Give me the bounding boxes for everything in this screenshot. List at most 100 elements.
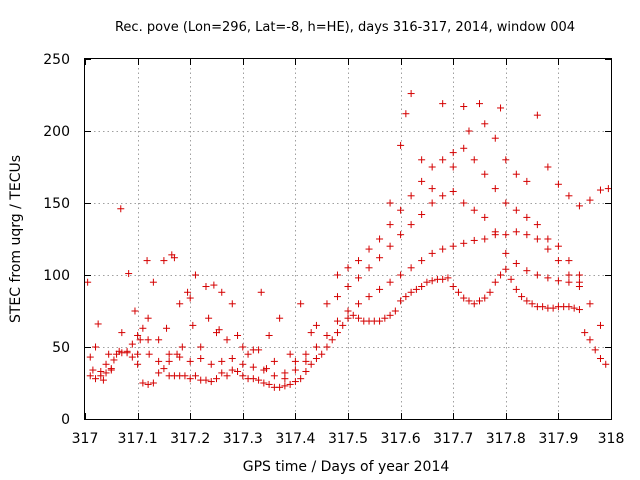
data-point — [591, 346, 599, 354]
x-tick-label: 318 — [598, 431, 625, 447]
data-point — [213, 375, 220, 383]
data-point — [99, 376, 107, 384]
data-point — [423, 278, 431, 286]
data-point — [176, 353, 184, 361]
data-point — [344, 283, 352, 291]
data-point — [228, 355, 236, 363]
data-point — [223, 372, 231, 380]
y-tick-label: 200 — [43, 124, 70, 140]
plot-frame — [84, 58, 612, 420]
data-point — [533, 235, 541, 243]
data-point — [565, 271, 573, 279]
data-point — [386, 221, 394, 229]
data-point — [125, 270, 133, 278]
data-point — [210, 281, 218, 289]
data-point — [92, 375, 100, 383]
data-point — [533, 111, 541, 119]
data-point — [512, 259, 520, 267]
data-point — [128, 353, 136, 361]
data-point — [312, 321, 320, 329]
data-point — [575, 306, 583, 314]
data-point — [257, 288, 265, 296]
data-point — [297, 300, 305, 308]
data-point — [102, 369, 110, 377]
x-tick-label: 317.8 — [486, 431, 526, 447]
data-point — [365, 293, 373, 301]
data-point — [249, 363, 257, 371]
data-point — [565, 257, 573, 265]
data-point — [428, 199, 436, 207]
data-point — [207, 378, 215, 386]
data-point — [470, 300, 478, 308]
data-point — [197, 343, 205, 351]
data-point — [523, 213, 531, 221]
data-point — [449, 163, 457, 171]
data-point — [439, 275, 447, 283]
data-point — [323, 331, 331, 339]
data-point — [460, 199, 468, 207]
data-point — [117, 205, 125, 213]
data-point — [144, 314, 152, 322]
data-point — [491, 134, 499, 142]
data-point — [155, 369, 163, 377]
x-tick-label: 317.1 — [118, 431, 158, 447]
data-point — [476, 100, 483, 108]
data-point — [407, 90, 415, 98]
data-point — [512, 170, 520, 178]
data-point — [165, 357, 173, 365]
data-point — [549, 304, 557, 312]
data-point — [312, 343, 320, 351]
data-point — [134, 331, 142, 339]
data-point — [502, 249, 510, 257]
data-point — [512, 206, 520, 214]
data-point — [249, 375, 257, 383]
x-tick-label: 317.7 — [433, 431, 473, 447]
data-point — [439, 156, 447, 164]
data-point — [439, 245, 447, 253]
data-point — [418, 257, 426, 265]
y-tick-label: 50 — [52, 340, 70, 356]
data-point — [255, 346, 263, 354]
data-point — [255, 376, 263, 384]
data-point — [276, 383, 284, 391]
data-point — [428, 163, 436, 171]
data-point — [265, 380, 273, 388]
grid-lines — [85, 59, 611, 419]
data-point — [97, 372, 105, 380]
data-point — [302, 357, 310, 365]
data-point — [512, 285, 520, 293]
data-point — [186, 375, 194, 383]
data-point — [481, 170, 489, 178]
data-point — [481, 235, 489, 243]
data-point — [186, 357, 194, 365]
data-point — [218, 369, 226, 377]
data-point — [365, 264, 373, 272]
data-point — [518, 293, 526, 301]
data-point — [176, 300, 184, 308]
data-point — [297, 375, 305, 383]
data-point — [355, 300, 363, 308]
data-point — [143, 257, 151, 265]
data-point — [244, 350, 252, 358]
data-point — [439, 192, 447, 200]
data-point — [145, 350, 153, 358]
data-point — [218, 357, 226, 365]
data-point — [397, 141, 405, 149]
data-point — [178, 343, 186, 351]
data-point — [323, 300, 331, 308]
data-point — [428, 185, 436, 193]
data-point — [160, 365, 168, 373]
data-point — [307, 360, 315, 368]
data-point — [586, 300, 594, 308]
data-point — [128, 340, 136, 348]
data-point — [486, 288, 494, 296]
data-point — [181, 372, 189, 380]
data-point — [270, 357, 278, 365]
data-point — [386, 278, 394, 286]
data-point — [131, 307, 139, 315]
data-point — [207, 360, 215, 368]
data-point — [581, 329, 589, 337]
data-point — [376, 285, 384, 293]
data-point — [239, 343, 247, 351]
